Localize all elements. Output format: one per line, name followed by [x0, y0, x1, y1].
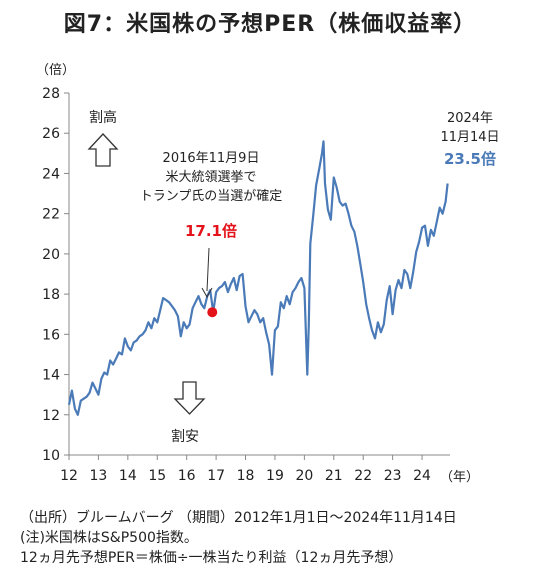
footnotes: （出所）ブルームバーグ （期間）2012年1月1日～2024年11月14日 (注…: [20, 508, 457, 568]
x-tick-label: 16: [178, 468, 196, 484]
x-tick-group: 12 13 14 15 16 17 18 19 20 21 22 23 24: [60, 455, 431, 484]
overvalued-label: 割高: [89, 109, 117, 126]
x-tick-label: 12: [60, 468, 78, 484]
y-tick-label: 20: [42, 247, 60, 263]
y-tick-label: 22: [42, 207, 60, 223]
x-tick-label: 22: [354, 468, 372, 484]
y-tick-label: 24: [42, 166, 60, 182]
down-arrow-icon: [173, 381, 206, 415]
y-tick-label: 28: [42, 86, 60, 102]
x-tick-label: 13: [90, 468, 108, 484]
latest-value-label: 23.5倍: [444, 150, 496, 168]
y-axis-unit-label: （倍）: [36, 63, 75, 78]
event-pointer-arrowhead: [201, 287, 213, 299]
event-desc-label-1: 米大統領選挙で: [165, 169, 256, 185]
source-note: （出所）ブルームバーグ （期間）2012年1月1日～2024年11月14日: [20, 510, 457, 526]
event-desc-label-2: トランプ氏の当選が確定: [140, 188, 283, 204]
undervalued-label: 割安: [171, 428, 199, 445]
x-axis-unit-label: （年）: [440, 470, 479, 485]
x-tick-label: 14: [119, 468, 137, 484]
x-tick-label: 19: [266, 468, 284, 484]
y-tick-label: 10: [42, 448, 60, 464]
x-tick-label: 18: [237, 468, 255, 484]
definition-note: 12ヵ月先予想PER＝株価÷一株当たり利益（12ヵ月先予想）: [20, 550, 403, 566]
y-tick-label: 26: [42, 126, 60, 142]
x-tick-label: 23: [384, 468, 402, 484]
x-tick-label: 21: [325, 468, 343, 484]
x-tick-label: 17: [207, 468, 225, 484]
x-tick-label: 24: [413, 468, 431, 484]
event-date-label: 2016年11月9日: [163, 151, 260, 166]
event-highlight-point: [207, 307, 218, 318]
y-tick-label: 16: [42, 327, 60, 343]
x-tick-label: 15: [148, 468, 166, 484]
y-tick-label: 18: [42, 287, 60, 303]
event-value-label: 17.1倍: [185, 222, 237, 240]
chart-title: 図7：米国株の予想PER（株価収益率）: [63, 12, 477, 37]
y-tick-label: 12: [42, 408, 60, 424]
event-pointer-line: [206, 247, 210, 292]
latest-year-label: 2024年: [447, 111, 493, 126]
up-arrow-icon: [87, 133, 119, 167]
index-note: (注)米国株はS&P500指数。: [20, 530, 198, 546]
latest-date-label: 11月14日: [440, 130, 499, 145]
y-tick-label: 14: [42, 368, 60, 384]
y-tick-group: 10 12 14 16 18 20 22 24 26 28: [42, 86, 69, 464]
x-tick-label: 20: [295, 468, 313, 484]
series-line-per: [67, 140, 449, 416]
